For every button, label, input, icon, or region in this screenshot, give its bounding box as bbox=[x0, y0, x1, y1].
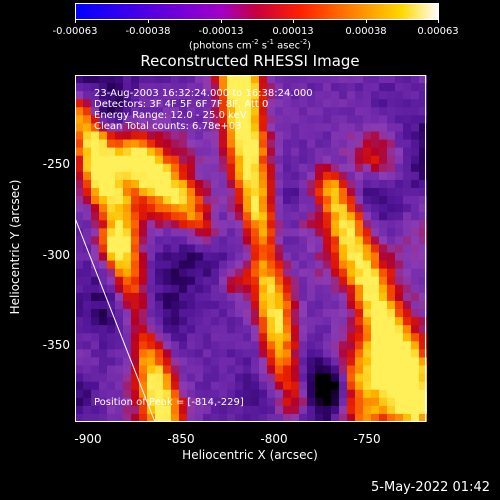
y-tick-label: -250 bbox=[42, 157, 70, 171]
colorbar-tick: -0.00013 bbox=[198, 26, 244, 37]
colorbar-tick: -0.00038 bbox=[125, 26, 171, 37]
colorbar-units: (photons cm-2 s-1 asec-2) bbox=[188, 38, 312, 52]
colorbar-tick: -0.00063 bbox=[52, 26, 98, 37]
x-axis-label: Heliocentric X (arcsec) bbox=[182, 448, 318, 462]
detectors-text: Detectors: 3F 4F 5F 6F 7F 8F, Att 0 bbox=[94, 99, 269, 110]
time-range-text: 23-Aug-2003 16:32:24.000 to 16:38:24.000 bbox=[94, 88, 313, 99]
x-tick-label: -800 bbox=[260, 432, 288, 446]
colorbar-tick: 0.00063 bbox=[417, 26, 459, 37]
y-tick-label: -300 bbox=[42, 248, 70, 262]
solar-limb-line bbox=[75, 217, 156, 422]
x-tick-label: -900 bbox=[74, 432, 102, 446]
rhessi-image bbox=[75, 75, 427, 422]
peak-position-text: Position of Peak = [-814,-229] bbox=[94, 397, 244, 408]
colorbar bbox=[75, 3, 439, 20]
x-tick-label: -750 bbox=[353, 432, 381, 446]
timestamp-footer: 5-May-2022 01:42 bbox=[371, 480, 490, 495]
clean-counts-text: Clean Total counts: 6.78e+03 bbox=[94, 121, 242, 132]
energy-range-text: Energy Range: 12.0 - 25.0 keV bbox=[94, 110, 247, 121]
x-tick-label: -850 bbox=[167, 432, 195, 446]
colorbar-tick: 0.00013 bbox=[272, 26, 314, 37]
colorbar-tick: 0.00038 bbox=[345, 26, 387, 37]
plot-title: Reconstructed RHESSI Image bbox=[140, 52, 360, 70]
y-tick-label: -350 bbox=[42, 338, 70, 352]
y-axis-label: Heliocentric Y (arcsec) bbox=[8, 179, 22, 315]
